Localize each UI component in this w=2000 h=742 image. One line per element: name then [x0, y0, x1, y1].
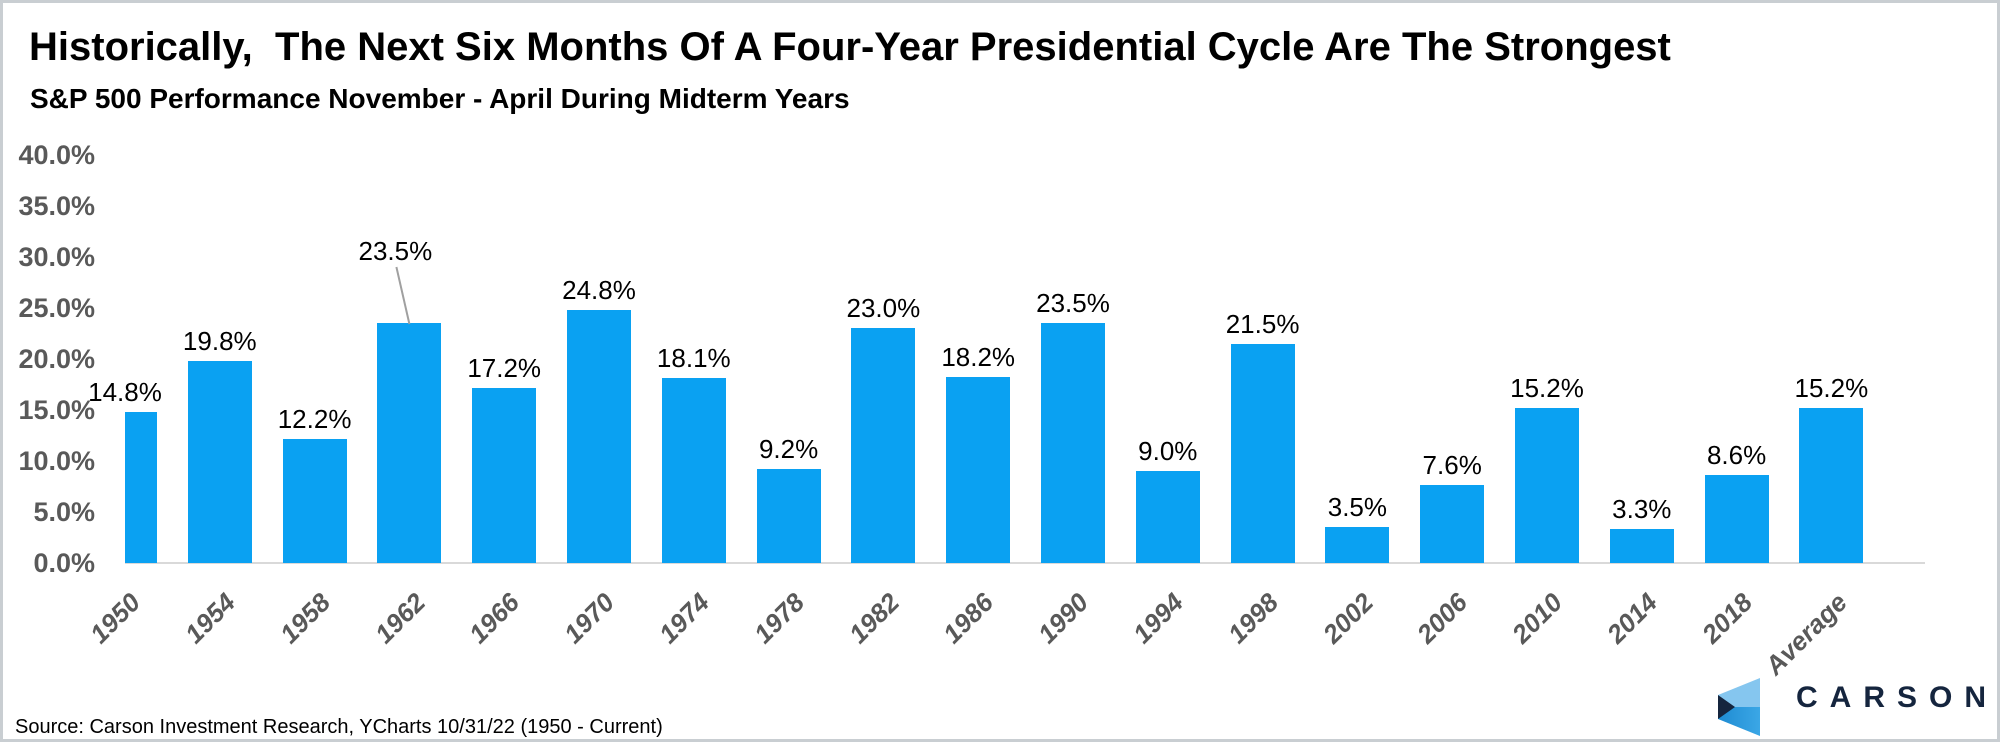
- bar-1982: [851, 328, 916, 563]
- y-tick-label: 5.0%: [33, 497, 95, 527]
- bar-value-label: 9.2%: [758, 434, 819, 464]
- x-tick-label-1978: 1978: [747, 587, 810, 650]
- bar-value-label: 15.2%: [1794, 373, 1869, 403]
- bar-Average: [1799, 408, 1864, 563]
- x-tick-label-1954: 1954: [178, 587, 242, 650]
- x-axis-baseline: [125, 562, 1925, 564]
- bar-value-label: 24.8%: [562, 275, 636, 305]
- bar-value-label: 7.6%: [1422, 450, 1482, 480]
- carson-logo: CARSON: [1718, 678, 1986, 736]
- carson-logo-mark: [1718, 678, 1760, 736]
- bar-value-label: 3.5%: [1327, 492, 1388, 522]
- y-tick-label: 20.0%: [18, 344, 95, 374]
- x-tick-label-1950: 1950: [84, 587, 147, 650]
- chart-subtitle: S&P 500 Performance November - April Dur…: [30, 83, 850, 114]
- logo-bottom-triangle: [1718, 707, 1760, 736]
- logo-notch-triangle: [1718, 695, 1735, 719]
- x-tick-label-1958: 1958: [273, 587, 336, 650]
- bar-2006: [1420, 485, 1485, 563]
- x-tick-label-1970: 1970: [558, 587, 621, 650]
- bar-value-label: 8.6%: [1706, 440, 1767, 470]
- bar-value-label: 15.2%: [1510, 373, 1584, 403]
- bar-value-label: 17.2%: [467, 353, 542, 383]
- bar-1974: [661, 378, 726, 563]
- bar-2014: [1609, 529, 1674, 563]
- bar-1950: [125, 412, 157, 563]
- logo-top-triangle: [1718, 678, 1760, 707]
- bar-value-label: 14.8%: [88, 377, 162, 407]
- y-tick-label: 30.0%: [18, 242, 95, 272]
- x-tick-label-1998: 1998: [1221, 587, 1284, 650]
- y-tick-label: 0.0%: [33, 548, 95, 578]
- chart-title: Historically, The Next Six Months Of A F…: [29, 25, 1671, 69]
- x-tick-label-1982: 1982: [842, 587, 905, 650]
- bar-1958: [282, 439, 347, 563]
- x-tick-label-2010: 2010: [1506, 587, 1569, 650]
- x-tick-label-Average: Average: [1758, 587, 1853, 681]
- bar-1970: [567, 310, 631, 563]
- x-tick-label-1994: 1994: [1126, 587, 1190, 650]
- y-tick-label: 15.0%: [18, 395, 95, 425]
- x-tick-label-1966: 1966: [463, 587, 526, 650]
- bar-1998: [1230, 344, 1295, 563]
- bar-1990: [1041, 323, 1105, 563]
- x-tick-label-2002: 2002: [1316, 587, 1379, 650]
- bar-value-label: 12.2%: [277, 404, 352, 434]
- x-tick-label-2014: 2014: [1600, 587, 1664, 650]
- carson-logo-wordmark: CARSON: [1796, 681, 1999, 714]
- x-tick-label-1962: 1962: [368, 587, 431, 650]
- x-tick-label-2006: 2006: [1411, 587, 1474, 650]
- source-note: Source: Carson Investment Research, YCha…: [15, 716, 663, 738]
- bar-1954: [187, 361, 252, 563]
- y-tick-label: 35.0%: [18, 191, 95, 221]
- bar-2010: [1515, 408, 1579, 563]
- bar-2002: [1325, 527, 1390, 563]
- y-tick-label: 25.0%: [18, 293, 95, 323]
- bar-value-label: 9.0%: [1138, 436, 1198, 466]
- y-tick-label: 40.0%: [18, 140, 95, 170]
- bar-1994: [1135, 471, 1200, 563]
- bar-value-label: 21.5%: [1225, 309, 1300, 339]
- x-tick-label-1974: 1974: [652, 587, 716, 650]
- bar-1962: [377, 323, 442, 563]
- bar-2018: [1704, 475, 1769, 563]
- x-tick-label-1986: 1986: [937, 587, 1000, 650]
- bar-value-label: 18.2%: [941, 342, 1016, 372]
- bar-value-label: 3.3%: [1612, 494, 1672, 524]
- bar-1986: [946, 377, 1011, 563]
- x-tick-label-2018: 2018: [1695, 587, 1758, 650]
- x-tick-label-1990: 1990: [1032, 587, 1095, 650]
- bar-value-label: 19.8%: [182, 326, 257, 356]
- bar-value-label: 18.1%: [656, 343, 731, 373]
- bar-value-label: 23.5%: [1036, 288, 1110, 318]
- y-tick-label: 10.0%: [18, 446, 95, 476]
- bar-1966: [472, 388, 537, 563]
- bar-1978: [756, 469, 821, 563]
- bar-value-label: 23.0%: [846, 293, 921, 323]
- bar-value-label: 23.5%: [358, 236, 433, 266]
- callout-leader-line: [395, 266, 411, 325]
